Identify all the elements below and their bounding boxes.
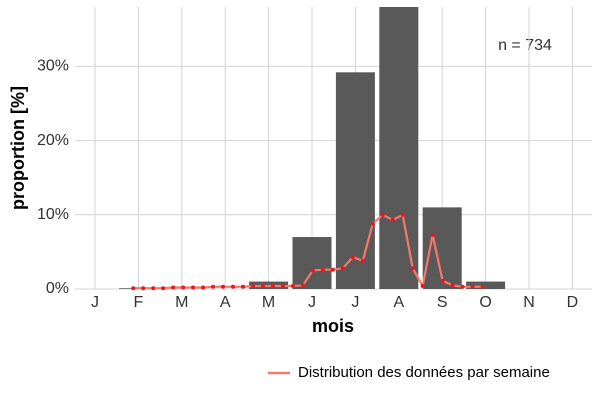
bar (292, 237, 332, 289)
weekly-point (201, 285, 206, 290)
weekly-point (410, 266, 415, 271)
weekly-point (221, 284, 226, 289)
weekly-point (340, 266, 345, 271)
weekly-point (310, 268, 315, 273)
weekly-point (171, 285, 176, 290)
weekly-point (270, 284, 275, 289)
weekly-point (430, 232, 435, 237)
y-tick-label: 20% (37, 132, 69, 149)
legend-label: Distribution des données par semaine (298, 364, 550, 381)
x-tick-label: J (308, 294, 316, 311)
weekly-point (191, 285, 196, 290)
x-tick-label: A (220, 294, 231, 311)
x-axis-title: mois (312, 316, 354, 336)
annotation: n = 734 (498, 37, 552, 54)
weekly-point (380, 212, 385, 217)
x-tick-label: S (437, 294, 448, 311)
weekly-point (350, 255, 355, 260)
y-axis-title: proportion [%] (8, 86, 28, 210)
weekly-point (211, 284, 216, 289)
weekly-point (161, 286, 166, 291)
x-tick-label: J (91, 294, 99, 311)
weekly-point (250, 284, 255, 289)
weekly-point (290, 284, 295, 289)
weekly-point (231, 284, 236, 289)
weekly-point (141, 286, 146, 291)
x-tick-label: A (393, 294, 404, 311)
y-tick-label: 0% (46, 280, 69, 297)
weekly-point (260, 284, 265, 289)
weekly-point (400, 212, 405, 217)
bar (335, 72, 375, 289)
y-tick-label: 10% (37, 206, 69, 223)
x-tick-label: N (523, 294, 535, 311)
y-tick-label: 30% (37, 58, 69, 75)
weekly-point (360, 258, 365, 263)
x-tick-label: O (479, 294, 491, 311)
weekly-point (390, 217, 395, 222)
x-tick-label: J (351, 294, 359, 311)
weekly-point (131, 286, 136, 291)
x-tick-label: D (567, 294, 579, 311)
weekly-point (181, 285, 186, 290)
weekly-point (450, 283, 455, 288)
weekly-point (420, 284, 425, 289)
weekly-point (330, 267, 335, 272)
weekly-point (480, 284, 485, 289)
x-tick-label: F (134, 294, 144, 311)
bar (466, 281, 506, 289)
weekly-point (300, 283, 305, 288)
bar (379, 7, 419, 289)
x-tick-label: M (262, 294, 275, 311)
weekly-point (320, 267, 325, 272)
weekly-point (241, 284, 246, 289)
weekly-point (470, 284, 475, 289)
weekly-point (151, 286, 156, 291)
weekly-point (280, 284, 285, 289)
weekly-point (460, 284, 465, 289)
weekly-point (370, 221, 375, 226)
x-tick-label: M (175, 294, 188, 311)
weekly-point (440, 278, 445, 283)
